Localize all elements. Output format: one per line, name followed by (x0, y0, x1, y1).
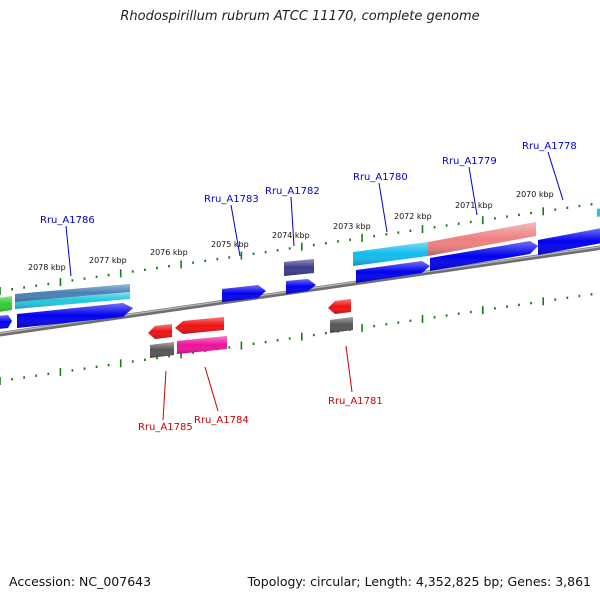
gene-blue-1783[interactable] (222, 285, 266, 302)
gene-gray-1785[interactable] (150, 342, 174, 358)
gene-cyan[interactable] (15, 292, 130, 309)
gene-red-1784[interactable] (175, 317, 224, 334)
kbp-label: 2074 kbp (272, 231, 310, 240)
genome-stats-text: Topology: circular; Length: 4,352,825 bp… (247, 574, 591, 589)
gene-green-partial[interactable] (0, 296, 12, 312)
gene-blue-1782[interactable] (286, 279, 316, 294)
map-title: Rhodospirillum rubrum ATCC 11170, comple… (120, 9, 480, 24)
leader-line (162, 370, 167, 421)
gene-blue-1780[interactable] (356, 261, 430, 283)
accession-text: Accession: NC_007643 (9, 574, 152, 589)
gene-blue-1786[interactable] (17, 303, 133, 328)
leader-line (290, 196, 295, 247)
kbp-label: 2075 kbp (211, 240, 249, 249)
gene-cyan-edge (597, 208, 600, 217)
gene-red-1781[interactable] (328, 299, 351, 314)
gene-gray-1781[interactable] (330, 317, 353, 333)
kbp-label: 2072 kbp (394, 212, 432, 221)
gene-label-rru-a1782[interactable]: Rru_A1782 (265, 186, 320, 197)
gene-label-rru-a1781[interactable]: Rru_A1781 (328, 396, 383, 407)
gene-label-rru-a1783[interactable]: Rru_A1783 (204, 194, 259, 205)
gene-label-rru-a1786[interactable]: Rru_A1786 (40, 215, 95, 226)
gene-label-rru-a1784[interactable]: Rru_A1784 (194, 415, 249, 426)
leader-line (468, 166, 478, 216)
gene-cyan-1780[interactable] (353, 242, 428, 266)
gene-label-rru-a1779[interactable]: Rru_A1779 (442, 156, 497, 167)
kbp-label: 2078 kbp (28, 263, 66, 272)
kbp-label: 2071 kbp (455, 201, 493, 210)
gene-magenta-1784[interactable] (177, 336, 227, 354)
gene-red-1785[interactable] (148, 324, 172, 339)
gene-blue-1779[interactable] (430, 241, 538, 271)
kbp-label: 2070 kbp (516, 190, 554, 199)
gene-label-rru-a1780[interactable]: Rru_A1780 (353, 172, 408, 183)
leader-line (204, 366, 219, 412)
gene-steelblue[interactable] (15, 284, 130, 302)
leader-line (345, 345, 353, 393)
leader-line (230, 204, 241, 257)
gene-blue-partial[interactable] (0, 315, 12, 329)
kbp-label: 2076 kbp (150, 248, 188, 257)
leader-line (65, 225, 72, 277)
kbp-label: 2073 kbp (333, 222, 371, 231)
upper-tick-track (0, 203, 593, 295)
gene-blue-1778[interactable] (538, 228, 600, 255)
leader-line (547, 151, 564, 201)
gene-navy-1782[interactable] (284, 259, 314, 276)
gene-label-rru-a1778[interactable]: Rru_A1778 (522, 141, 577, 152)
gene-salmon-1779[interactable] (428, 222, 536, 256)
leader-line (378, 182, 388, 233)
kbp-label: 2077 kbp (89, 256, 127, 265)
gene-label-rru-a1785[interactable]: Rru_A1785 (138, 422, 193, 433)
